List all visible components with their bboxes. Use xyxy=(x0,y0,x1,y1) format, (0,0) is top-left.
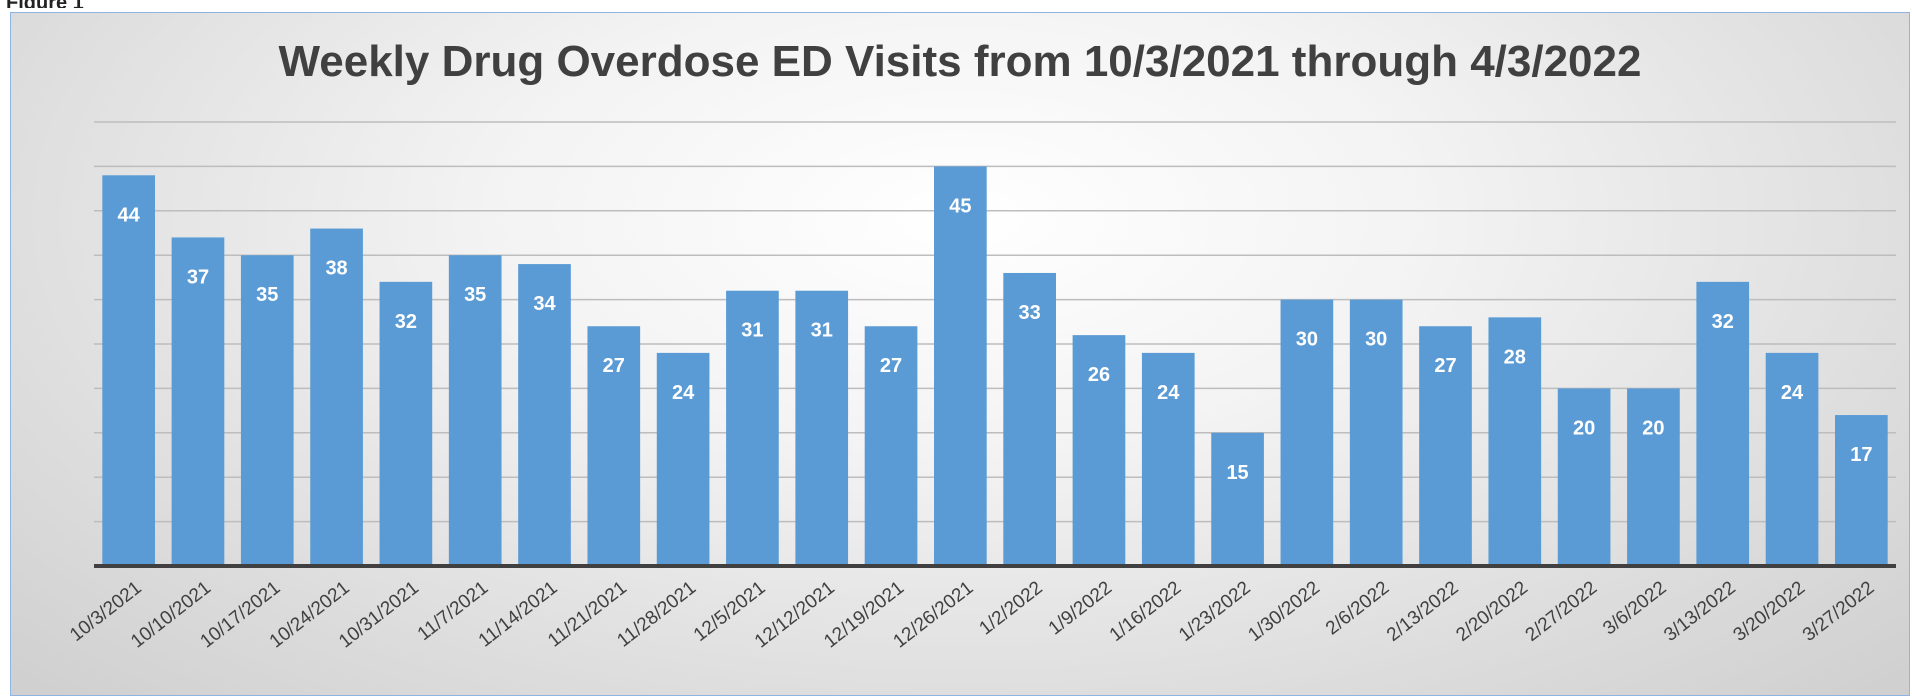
bar-1/16/2022 xyxy=(1141,352,1195,566)
bar-2/20/2022 xyxy=(1488,317,1542,566)
bar-12/26/2021 xyxy=(934,166,987,566)
x-tick-label: 1/23/2022 xyxy=(1175,577,1255,646)
data-label: 24 xyxy=(672,382,695,404)
bar-3/6/2022 xyxy=(1627,388,1680,566)
x-tick-label: 3/13/2022 xyxy=(1660,577,1740,646)
data-label: 44 xyxy=(118,204,141,226)
bar-10/31/2021 xyxy=(379,281,433,566)
bar-1/9/2022 xyxy=(1072,335,1126,566)
bar-10/24/2021 xyxy=(310,228,363,566)
x-tick-label: 2/13/2022 xyxy=(1383,577,1463,646)
figure-label: Figure 1 xyxy=(6,0,116,8)
bar-1/2/2022 xyxy=(1003,272,1056,566)
data-label: 27 xyxy=(880,355,902,377)
data-label: 35 xyxy=(256,284,278,306)
data-label: 35 xyxy=(464,284,486,306)
bar-1/23/2022 xyxy=(1211,432,1264,566)
chart-title: Weekly Drug Overdose ED Visits from 10/3… xyxy=(278,37,1642,86)
bar-10/3/2021 xyxy=(102,175,155,566)
data-label: 27 xyxy=(1434,355,1456,377)
bar-11/21/2021 xyxy=(587,326,641,566)
bar-3/27/2022 xyxy=(1835,415,1888,566)
data-label: 32 xyxy=(1712,311,1734,333)
bar-11/7/2021 xyxy=(448,255,502,566)
data-label: 15 xyxy=(1226,462,1248,484)
chart-container: Weekly Drug Overdose ED Visits from 10/3… xyxy=(10,12,1910,696)
x-tick-label: 1/16/2022 xyxy=(1106,577,1186,646)
x-tick-label: 1/2/2022 xyxy=(976,577,1047,639)
bar-1/30/2022 xyxy=(1280,299,1334,566)
data-label: 38 xyxy=(325,258,347,280)
data-label: 32 xyxy=(395,311,417,333)
data-label: 17 xyxy=(1850,444,1872,466)
data-label: 34 xyxy=(533,293,556,315)
bar-11/28/2021 xyxy=(656,352,710,566)
data-label: 37 xyxy=(187,266,209,288)
data-label: 30 xyxy=(1365,329,1387,351)
bar-12/12/2021 xyxy=(795,290,849,566)
bar-chart: 44 37 35 38 32 35 34 27 24 31 31 27 45 33 26 24 15 30 30 27… xyxy=(66,121,1896,652)
bar-2/6/2022 xyxy=(1349,299,1403,566)
data-label: 33 xyxy=(1019,302,1041,324)
x-tick-label: 2/20/2022 xyxy=(1452,577,1532,646)
x-tick-label: 3/20/2022 xyxy=(1730,577,1810,646)
x-tick-label: 2/27/2022 xyxy=(1522,577,1602,646)
bar-11/14/2021 xyxy=(518,264,571,566)
data-label: 31 xyxy=(741,320,763,342)
data-label: 20 xyxy=(1573,417,1595,439)
data-label: 24 xyxy=(1157,382,1180,404)
x-tick-label: 1/30/2022 xyxy=(1244,577,1324,646)
data-label: 30 xyxy=(1296,329,1318,351)
data-label: 20 xyxy=(1642,417,1664,439)
data-label: 24 xyxy=(1781,382,1804,404)
bar-3/13/2022 xyxy=(1696,281,1750,566)
bar-12/5/2021 xyxy=(726,290,779,566)
bar-3/20/2022 xyxy=(1765,352,1819,566)
bar-10/10/2021 xyxy=(171,237,225,566)
data-label: 31 xyxy=(811,320,833,342)
data-label: 28 xyxy=(1504,346,1526,368)
data-label: 45 xyxy=(949,195,971,217)
data-label: 26 xyxy=(1088,364,1110,386)
bar-12/19/2021 xyxy=(864,326,918,566)
bar-2/27/2022 xyxy=(1557,388,1611,566)
bar-10/17/2021 xyxy=(240,255,294,566)
bar-2/13/2022 xyxy=(1419,326,1472,566)
data-label: 27 xyxy=(603,355,625,377)
x-tick-label: 3/27/2022 xyxy=(1799,577,1879,646)
